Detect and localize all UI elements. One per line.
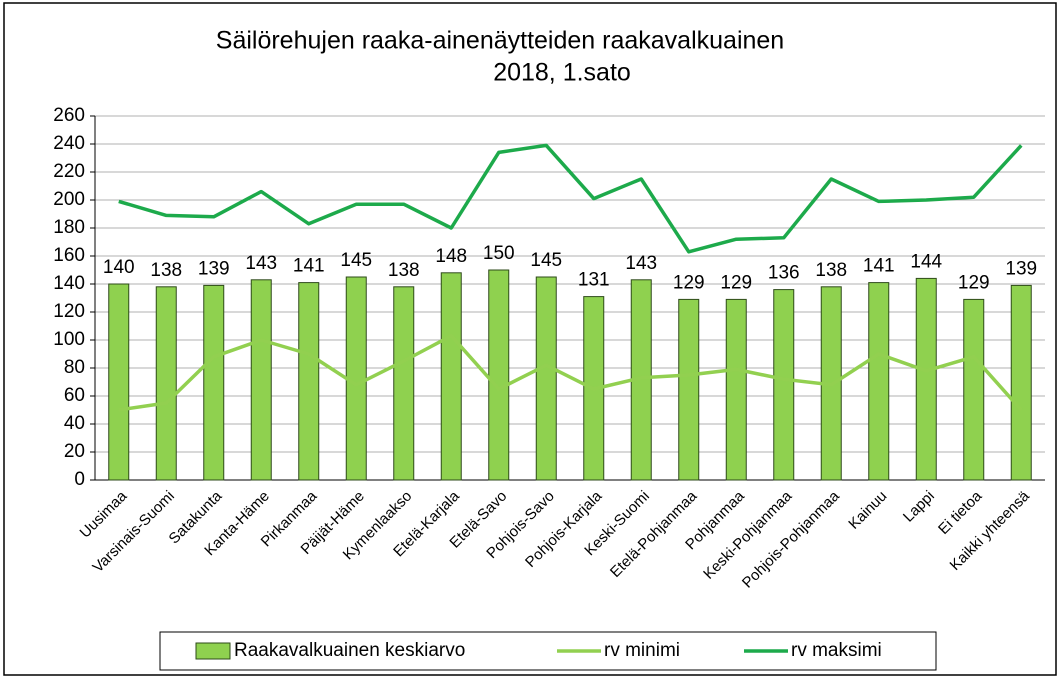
bar (868, 282, 890, 481)
bar (203, 284, 225, 481)
data-label: 141 (293, 256, 325, 277)
y-tick-label: 180 (53, 217, 85, 238)
y-tick-label: 240 (53, 133, 85, 154)
y-tick-label: 140 (53, 273, 85, 294)
y-tick-label: 100 (53, 329, 85, 350)
bar (963, 298, 985, 481)
y-tick-label: 60 (64, 385, 85, 406)
y-tick-label: 120 (53, 301, 85, 322)
data-label: 138 (150, 260, 182, 281)
bar (393, 286, 415, 481)
data-label: 140 (103, 257, 135, 278)
legend-label: rv maksimi (791, 640, 882, 661)
bar (915, 277, 937, 481)
bar (440, 272, 462, 481)
y-tick-label: 260 (53, 105, 85, 126)
bar (1010, 284, 1032, 481)
legend-label: rv minimi (604, 640, 680, 661)
data-label: 129 (720, 272, 752, 293)
data-label: 141 (863, 256, 895, 277)
data-label: 148 (435, 246, 467, 267)
legend-label: Raakavalkuainen keskiarvo (234, 640, 465, 661)
bar (155, 286, 177, 481)
data-label: 145 (340, 250, 372, 271)
bar (773, 289, 795, 481)
bar (298, 282, 320, 481)
bar (725, 298, 747, 481)
y-tick-label: 40 (64, 413, 85, 434)
bar (250, 279, 272, 481)
legend-swatch (195, 642, 231, 660)
data-label: 143 (245, 253, 277, 274)
bar (108, 283, 130, 481)
line (118, 334, 1023, 412)
data-label: 138 (388, 260, 420, 281)
data-label: 139 (198, 258, 230, 279)
data-label: 150 (483, 243, 515, 264)
data-label: 145 (530, 250, 562, 271)
y-tick-label: 220 (53, 161, 85, 182)
data-label: 143 (625, 253, 657, 274)
y-tick-label: 200 (53, 189, 85, 210)
chart-title: 2018, 1.sato (493, 59, 631, 87)
bar (488, 269, 510, 481)
data-label: 129 (673, 272, 705, 293)
bar (678, 298, 700, 481)
y-tick-label: 160 (53, 245, 85, 266)
line (118, 143, 1023, 254)
data-label: 144 (910, 251, 942, 272)
bar (535, 276, 557, 481)
data-label: 138 (815, 260, 847, 281)
legend-box (159, 631, 937, 671)
data-label: 136 (768, 263, 800, 284)
y-tick-label: 80 (64, 357, 85, 378)
data-label: 129 (958, 272, 990, 293)
data-label: 139 (1005, 258, 1037, 279)
data-label: 131 (578, 270, 610, 291)
y-tick-label: 0 (74, 469, 85, 490)
chart-title: Säilörehujen raaka-ainenäytteiden raakav… (216, 27, 784, 55)
y-tick-label: 20 (64, 441, 85, 462)
